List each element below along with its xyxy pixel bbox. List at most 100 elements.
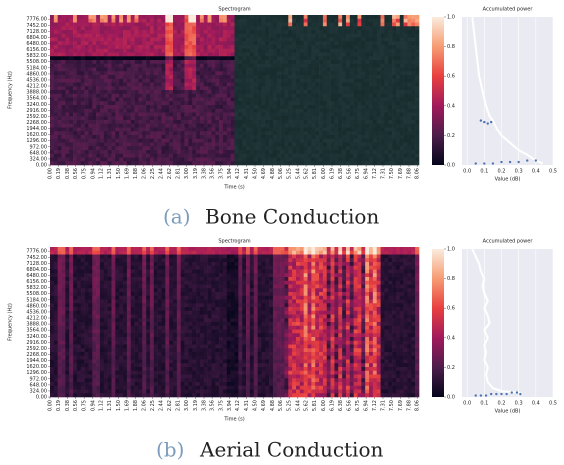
spectrogram-cell [92, 128, 96, 132]
spectrogram-cell [146, 109, 150, 113]
spectrogram-cell [381, 90, 385, 94]
spectrogram-cell [231, 15, 235, 19]
spectrogram-cell [196, 83, 200, 87]
spectrogram-cell [384, 56, 388, 60]
spectrogram-cell [242, 23, 246, 27]
spectrogram-cell [96, 116, 100, 120]
spectrogram-cell [185, 15, 189, 19]
spectrogram-cell [346, 113, 350, 117]
spectrogram-cell [204, 38, 208, 42]
spectrogram-cell [369, 30, 373, 34]
spectrogram-cell [96, 45, 100, 49]
spectrogram-cell [261, 34, 265, 38]
spectrogram-cell [100, 337, 104, 341]
spectrogram-cell [246, 45, 250, 49]
spectrogram-cell [58, 315, 62, 319]
x-tick-label: 4.88 [270, 168, 276, 179]
spectrogram-cell [135, 38, 139, 42]
spectrogram-cell [77, 363, 81, 367]
spectrogram-cell [354, 128, 358, 132]
spectrogram-cell [96, 307, 100, 311]
spectrogram-cell [54, 68, 58, 72]
spectrogram-cell [58, 143, 62, 147]
spectrogram-cell [131, 101, 135, 105]
spectrogram-cell [65, 390, 69, 394]
spectrogram-cell [81, 150, 85, 154]
spectrogram-cell [407, 98, 411, 102]
spectrogram-cell [407, 113, 411, 117]
spectrogram-cell [331, 94, 335, 98]
spectrogram-cell [127, 109, 131, 113]
x-tick-label: 2.44 [159, 168, 165, 179]
spectrogram-cell [219, 23, 223, 27]
spectrogram-cell [215, 79, 219, 83]
spectrogram-cell [77, 86, 81, 90]
spectrogram-cell [258, 49, 262, 53]
spectrogram-cell [131, 386, 135, 390]
x-tick-label: 8.06 [415, 168, 421, 179]
spectrogram-cell [58, 139, 62, 143]
spectrogram-cell [300, 19, 304, 23]
spectrogram-cell [58, 128, 62, 132]
spectrogram-cell [123, 53, 127, 57]
spectrogram-cell [123, 154, 127, 158]
spectrogram-cell [154, 56, 158, 60]
spectrogram-cell [165, 68, 169, 72]
spectrogram-cell [69, 262, 73, 266]
spectrogram-cell [323, 146, 327, 150]
spectrogram-cell [154, 15, 158, 19]
spectrogram-cell [211, 30, 215, 34]
spectrogram-cell [127, 49, 131, 53]
spectrogram-cell [92, 375, 96, 379]
spectrogram-cell [319, 15, 323, 19]
spectrogram-cell [77, 150, 81, 154]
spectrogram-cell [369, 161, 373, 165]
spectrogram-cell [407, 45, 411, 49]
spectrogram-cell [142, 26, 146, 30]
spectrogram-cell [119, 109, 123, 113]
spectrogram-cell [81, 303, 85, 307]
spectrogram-cell [215, 45, 219, 49]
spectrogram-cell [211, 161, 215, 165]
spectrogram-cell [135, 341, 139, 345]
spectrogram-cell [112, 345, 116, 349]
spectrogram-cell [331, 79, 335, 83]
spectrogram-cell [384, 128, 388, 132]
spectrogram-cell [96, 135, 100, 139]
spectrogram-cell [350, 158, 354, 162]
spectrogram-cell [369, 71, 373, 75]
spectrogram-cell [365, 19, 369, 23]
spectrogram-cell [361, 23, 365, 27]
spectrogram-cell [311, 98, 315, 102]
spectrogram-cell [342, 23, 346, 27]
spectrogram-cell [154, 98, 158, 102]
spectrogram-cell [108, 90, 112, 94]
spectrogram-cell [273, 15, 277, 19]
spectrogram-cell [158, 49, 162, 53]
spectrogram-cell [154, 45, 158, 49]
spectrogram-cell [169, 120, 173, 124]
spectrogram-cell [342, 56, 346, 60]
spectrogram-cell [138, 251, 142, 255]
spectrogram-cell [223, 105, 227, 109]
spectrogram-cell [308, 146, 312, 150]
spectrogram-cell [123, 378, 127, 382]
spectrogram-cell [173, 60, 177, 64]
spectrogram-cell [211, 128, 215, 132]
spectrogram-cell [150, 19, 154, 23]
spectrogram-cell [135, 86, 139, 90]
spectrogram-cell [350, 45, 354, 49]
spectrogram-cell [88, 255, 92, 259]
spectrogram-cell [92, 363, 96, 367]
spectrogram-cell [181, 34, 185, 38]
x-tick-label: 0.5 [549, 169, 557, 175]
spectrogram-cell [50, 307, 54, 311]
spectrogram-cell [96, 270, 100, 274]
spectrogram-cell [96, 341, 100, 345]
spectrogram-cell [81, 34, 85, 38]
spectrogram-cell [165, 109, 169, 113]
spectrogram-cell [112, 318, 116, 322]
spectrogram-cell [308, 26, 312, 30]
spectrogram-cell [150, 71, 154, 75]
spectrogram-cell [181, 30, 185, 34]
